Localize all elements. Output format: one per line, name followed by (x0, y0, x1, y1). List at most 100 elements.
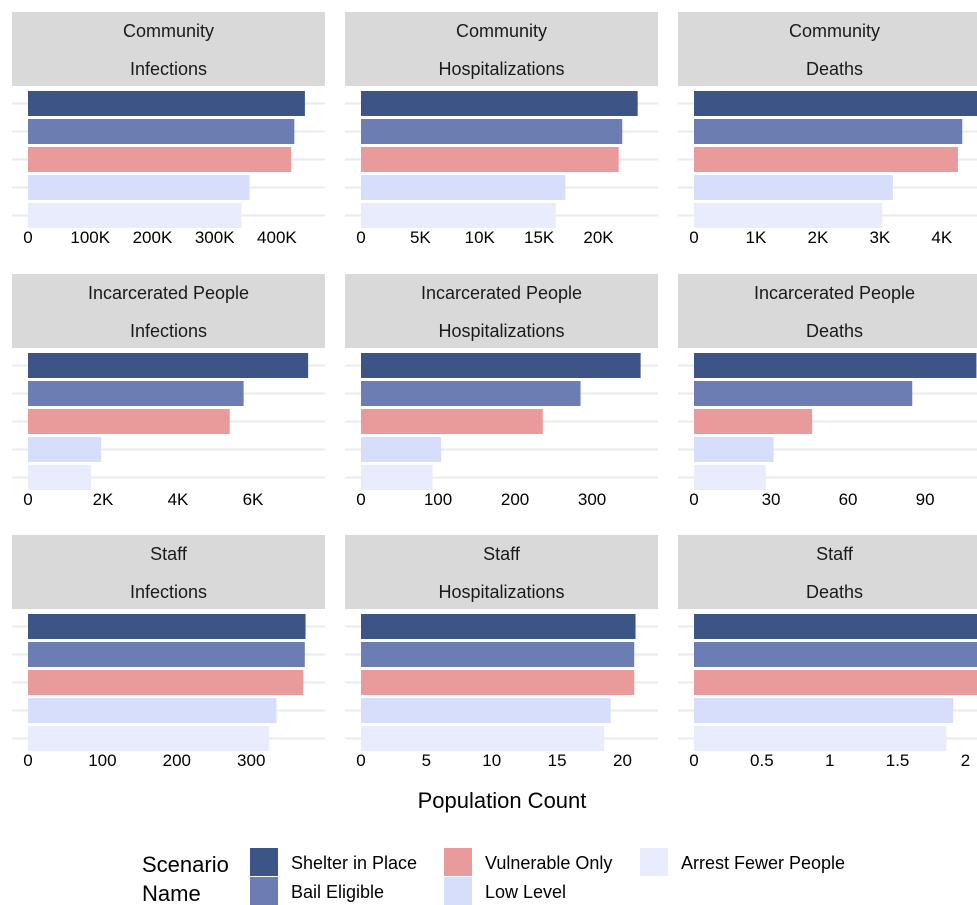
facet-panel: Community Hospitalizations 0 5K 10K 15K 20K (345, 12, 658, 247)
x-tick-label: 10K (465, 228, 496, 247)
bar-shelter-in-place (361, 353, 641, 378)
bar-arrest-fewer-people (361, 726, 605, 751)
facet-panel: Community Infections 0 100K 200K 300K 400K (12, 12, 325, 247)
facet-strip-group-label: Community (789, 21, 880, 41)
facet-strip-group-label: Staff (483, 544, 521, 564)
bar-low-level (28, 437, 102, 462)
bar-low-level (361, 437, 442, 462)
facet-strip-group-label: Community (123, 21, 214, 41)
bar-vulnerable-only (361, 670, 635, 695)
legend-swatch (640, 848, 668, 876)
x-tick-label: 6K (243, 490, 264, 509)
facet-strip-metric-label: Hospitalizations (438, 321, 564, 341)
bar-shelter-in-place (361, 614, 636, 639)
x-tick-label: 200 (163, 751, 191, 770)
legend-swatch (250, 848, 278, 876)
legend-item: Shelter in Place (250, 848, 417, 876)
bar-vulnerable-only (361, 147, 619, 172)
x-tick-label: 5K (410, 228, 431, 247)
x-tick-label: 20K (583, 228, 614, 247)
x-tick-label: 1.5 (886, 751, 910, 770)
legend-title-line-1: Scenario (142, 852, 229, 877)
legend-item: Vulnerable Only (444, 848, 612, 876)
x-tick-label: 2K (93, 490, 114, 509)
facet-strip (345, 535, 658, 609)
facet-strip (12, 535, 325, 609)
bar-shelter-in-place (361, 91, 638, 116)
facet-panel: Community Deaths 0 1K 2K 3K 4K (678, 12, 977, 247)
bar-shelter-in-place (694, 614, 977, 639)
legend-label: Arrest Fewer People (681, 853, 845, 873)
legend-label: Low Level (485, 882, 566, 902)
facet-strip-group-label: Incarcerated People (88, 283, 249, 303)
facet-panel: Incarcerated People Hospitalizations 0 100 2… (345, 274, 658, 509)
bar-vulnerable-only (694, 147, 958, 172)
bar-vulnerable-only (28, 409, 230, 434)
bar-bail-eligible (694, 119, 963, 144)
x-tick-label: 100 (88, 751, 116, 770)
bar-bail-eligible (28, 119, 295, 144)
bar-low-level (694, 175, 893, 200)
facet-strip (345, 12, 658, 86)
x-tick-label: 90 (916, 490, 935, 509)
bar-arrest-fewer-people (28, 726, 270, 751)
facet-strip-group-label: Incarcerated People (421, 283, 582, 303)
x-tick-label: 4K (168, 490, 189, 509)
bar-low-level (694, 698, 954, 723)
facet-strip-group-label: Staff (816, 544, 854, 564)
facet-strip (678, 274, 977, 348)
facet-strip-metric-label: Infections (130, 321, 207, 341)
legend-item: Bail Eligible (250, 877, 384, 905)
x-tick-label: 30 (762, 490, 781, 509)
facet-panel: Staff Hospitalizations 0 5 10 15 20 (345, 535, 658, 770)
x-tick-label: 15K (524, 228, 555, 247)
facet-strip (345, 274, 658, 348)
bar-shelter-in-place (28, 353, 309, 378)
legend-label: Shelter in Place (291, 853, 417, 873)
x-tick-label: 15 (548, 751, 567, 770)
bar-shelter-in-place (694, 353, 977, 378)
legend-title-line-2: Name (142, 881, 201, 905)
bar-shelter-in-place (28, 614, 306, 639)
facet-strip-group-label: Community (456, 21, 547, 41)
legend: Scenario Name Shelter in Place Bail Eligibl… (142, 848, 845, 905)
bar-vulnerable-only (28, 670, 304, 695)
x-tick-label: 2K (808, 228, 829, 247)
facet-strip-metric-label: Hospitalizations (438, 59, 564, 79)
x-tick-label: 300K (195, 228, 235, 247)
bar-arrest-fewer-people (694, 726, 947, 751)
facet-panel: Incarcerated People Infections 0 2K 4K 6K (12, 274, 325, 509)
x-tick-label: 0 (23, 751, 32, 770)
x-tick-label: 400K (257, 228, 297, 247)
bar-arrest-fewer-people (361, 465, 433, 490)
facet-strip-metric-label: Deaths (806, 59, 863, 79)
facet-strip (12, 12, 325, 86)
bar-bail-eligible (28, 381, 244, 406)
bar-low-level (28, 175, 250, 200)
facet-panel: Staff Deaths 0 0.5 1 1.5 2 (678, 535, 977, 770)
x-tick-label: 5 (422, 751, 431, 770)
bar-vulnerable-only (694, 670, 977, 695)
facet-strip-metric-label: Deaths (806, 321, 863, 341)
bar-low-level (361, 698, 611, 723)
bar-low-level (361, 175, 566, 200)
facet-strip (678, 535, 977, 609)
bar-vulnerable-only (694, 409, 813, 434)
x-tick-label: 100K (70, 228, 110, 247)
facet-strip (678, 12, 977, 86)
x-tick-label: 100 (424, 490, 452, 509)
x-tick-label: 0 (689, 490, 698, 509)
bar-arrest-fewer-people (28, 465, 91, 490)
x-tick-label: 2 (961, 751, 970, 770)
x-tick-label: 300 (578, 490, 606, 509)
bar-low-level (28, 698, 277, 723)
x-tick-label: 0 (689, 751, 698, 770)
bar-shelter-in-place (694, 91, 977, 116)
facet-strip-metric-label: Hospitalizations (438, 582, 564, 602)
bar-bail-eligible (694, 642, 977, 667)
legend-label: Vulnerable Only (485, 853, 612, 873)
facet-strip-metric-label: Infections (130, 59, 207, 79)
legend-swatch (444, 877, 472, 905)
